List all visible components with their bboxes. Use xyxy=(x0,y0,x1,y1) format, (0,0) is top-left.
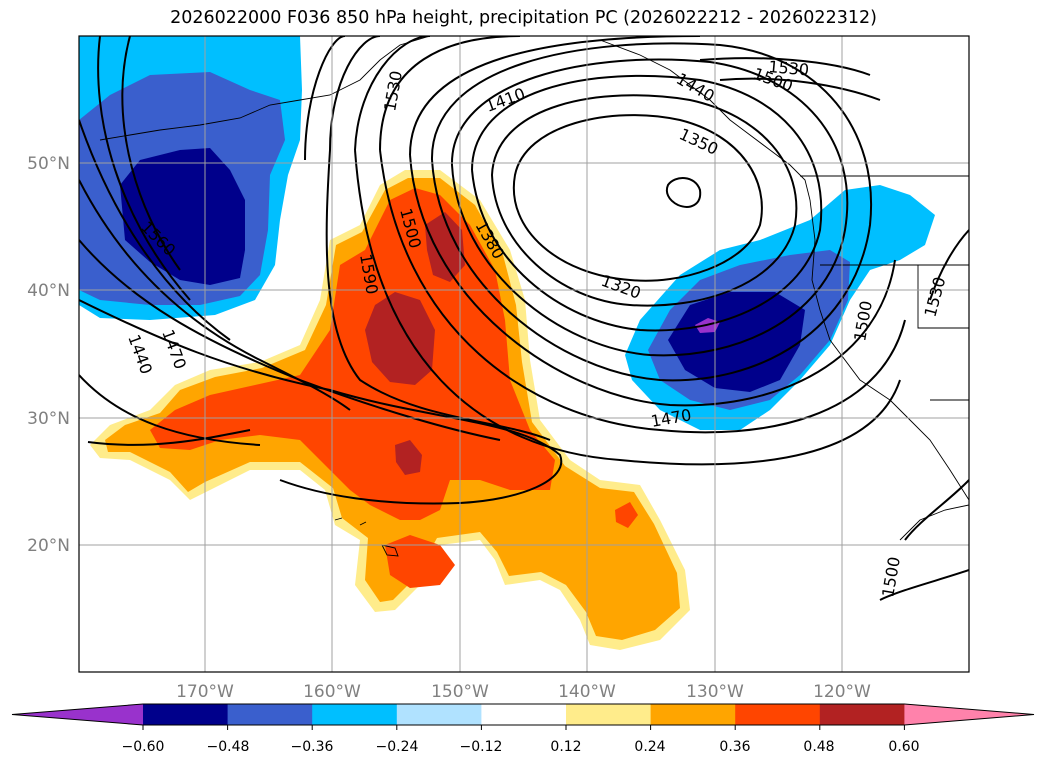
lon-label: 170°W xyxy=(176,682,234,702)
map-plot-area: 1530 1410 1440 1500 1530 1350 1560 1500 … xyxy=(79,36,969,672)
lon-label: 140°W xyxy=(558,682,616,702)
positive-anomaly-region-plume-dark-2 xyxy=(425,212,465,282)
contour-west-1 xyxy=(79,299,563,505)
contour-1320-closed xyxy=(512,114,763,282)
chart-title: 2026022000 F036 850 hPa height, precipit… xyxy=(170,8,877,28)
positive-anomaly-region-plume-dark-3 xyxy=(395,440,422,475)
graticule xyxy=(79,36,969,672)
latitude-labels: 50°N 40°N 30°N 20°N xyxy=(27,154,70,556)
lon-label: 150°W xyxy=(431,682,489,702)
longitude-labels: 170°W 160°W 150°W 140°W 130°W 120°W xyxy=(176,682,871,702)
colorbar-swatch xyxy=(143,704,229,725)
negative-anomaly-region-northwest-peak xyxy=(120,148,245,285)
map-frame xyxy=(78,35,970,673)
colorbar-extend-max xyxy=(904,704,1034,725)
lon-label: 130°W xyxy=(686,682,744,702)
lat-label: 40°N xyxy=(27,281,70,301)
contour-west-7 xyxy=(79,374,261,446)
contour-label: 1530 xyxy=(768,57,810,79)
colorbar-extend-min xyxy=(12,704,143,725)
colorbar-swatch xyxy=(481,704,567,725)
colorbar-swatch xyxy=(650,704,736,725)
contour-1560 xyxy=(325,36,551,441)
positive-anomaly-region-plume-dark xyxy=(365,292,435,385)
lat-label: 20°N xyxy=(27,536,70,556)
coast-baja xyxy=(899,504,969,541)
lat-label: 50°N xyxy=(27,154,70,174)
lat-label: 30°N xyxy=(27,409,70,429)
colorbar-tick-label: 0.12 xyxy=(550,739,581,755)
negative-anomaly-region-east-peak xyxy=(668,292,805,392)
positive-anomaly-region-tiny xyxy=(615,502,638,528)
lon-label: 160°W xyxy=(303,682,361,702)
contour-1470-mid xyxy=(409,36,896,407)
contour-east-1500 xyxy=(879,479,969,601)
colorbar-swatch xyxy=(566,704,652,725)
contour-1380 xyxy=(471,74,823,332)
colorbar-swatch xyxy=(312,704,398,725)
border-us-states xyxy=(820,264,969,329)
contour-north-1500 xyxy=(719,77,881,101)
contour-west-6 xyxy=(121,36,181,271)
contour-1350 xyxy=(491,94,798,307)
colorbar-swatch xyxy=(396,704,482,725)
height-contours xyxy=(79,36,969,601)
colorbar-tick-labels: −0.60 −0.48 −0.36 −0.24 −0.12 0.12 0.24 … xyxy=(122,739,920,755)
colorbar-tick-label: 0.24 xyxy=(634,739,665,755)
colorbar-swatch xyxy=(735,704,821,725)
colorbar-swatch xyxy=(819,704,905,725)
colorbar-swatch xyxy=(227,704,313,725)
contour-west-4 xyxy=(79,119,231,341)
colorbar-tick-label: −0.60 xyxy=(122,739,165,755)
coastlines xyxy=(99,36,969,557)
colorbar xyxy=(11,703,1035,730)
lon-label: 120°W xyxy=(813,682,871,702)
contour-1440-mid xyxy=(430,42,873,382)
contour-west-5 xyxy=(97,36,191,301)
colorbar-tick-label: −0.12 xyxy=(460,739,503,755)
contour-west-3 xyxy=(79,179,351,411)
coast-hawaii xyxy=(334,517,399,557)
contour-1530 xyxy=(354,36,901,466)
contour-1410 xyxy=(450,58,849,357)
contour-west-8 xyxy=(87,429,251,446)
colorbar-tick-label: 0.36 xyxy=(719,739,750,755)
coast-alaska xyxy=(99,36,431,141)
colorbar-tick-label: −0.36 xyxy=(291,739,334,755)
colorbar-tick-label: 0.60 xyxy=(888,739,919,755)
contour-1590 xyxy=(304,36,346,161)
colorbar-tick-label: 0.48 xyxy=(803,739,834,755)
contour-1320-small xyxy=(665,177,702,208)
coast-alaska-panhandle xyxy=(599,39,811,201)
contour-east-1530 xyxy=(929,229,969,301)
positive-anomaly-region-south-red xyxy=(385,535,455,588)
colorbar-tick-label: −0.48 xyxy=(207,739,250,755)
coast-west-north-america xyxy=(809,199,969,501)
contour-north-1530 xyxy=(699,57,871,76)
contour-1500-mid xyxy=(379,36,906,434)
colorbar-tick-label: −0.24 xyxy=(376,739,419,755)
